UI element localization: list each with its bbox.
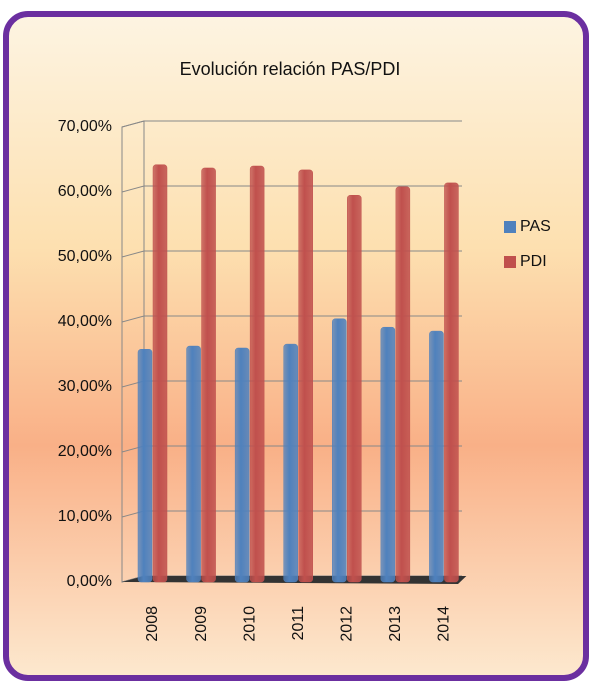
bar [429, 330, 444, 583]
y-tick-label: 50,00% [58, 248, 112, 265]
x-tick-label: 2008 [144, 606, 161, 642]
bar [234, 347, 250, 583]
grid-line [121, 185, 462, 193]
y-tick-label: 60,00% [58, 183, 112, 200]
x-tick-label: 2011 [290, 606, 307, 641]
grid-line [121, 120, 462, 128]
bar [444, 182, 459, 583]
y-tick-label: 40,00% [58, 313, 112, 330]
x-tick-label: 2014 [436, 606, 453, 642]
legend-swatch [504, 221, 516, 233]
y-tick-label: 20,00% [58, 443, 112, 460]
bar [283, 343, 298, 583]
y-tick-label: 0,00% [67, 573, 112, 590]
x-tick-label: 2013 [387, 606, 404, 642]
y-tick-label: 70,00% [58, 118, 112, 135]
chart-title: Evolución relación PAS/PDI [180, 59, 401, 79]
legend-label: PAS [520, 218, 551, 235]
bar [186, 345, 201, 583]
bar [395, 186, 411, 583]
bar [347, 195, 362, 583]
bar [298, 169, 313, 583]
y-tick-label: 30,00% [58, 378, 112, 395]
bar [332, 318, 347, 583]
legend-swatch [504, 256, 516, 268]
bar [152, 164, 168, 583]
x-tick-label: 2009 [193, 606, 210, 642]
bar [249, 165, 265, 583]
bar [201, 167, 216, 583]
bar [137, 349, 153, 583]
x-tick-label: 2010 [241, 606, 258, 642]
y-tick-label: 10,00% [58, 508, 112, 525]
x-tick-label: 2012 [339, 606, 356, 642]
legend-label: PDI [520, 253, 547, 270]
bar [380, 326, 396, 583]
